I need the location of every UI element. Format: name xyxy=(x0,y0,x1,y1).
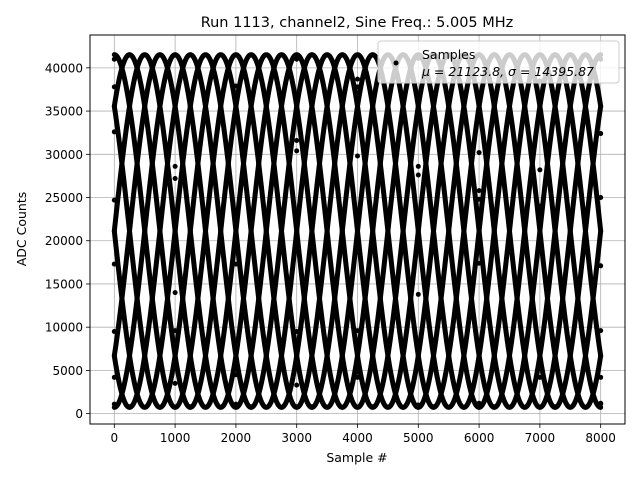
data-point xyxy=(233,83,239,89)
data-point xyxy=(111,129,117,135)
data-point xyxy=(309,404,315,410)
data-point xyxy=(430,404,436,410)
y-tick-label: 35000 xyxy=(45,105,83,119)
legend: Samples μ = 21123.8, σ = 14395.87 xyxy=(377,40,620,84)
data-point xyxy=(172,163,178,169)
data-point xyxy=(355,374,360,380)
data-point xyxy=(476,90,482,96)
data-point xyxy=(172,380,178,386)
data-point xyxy=(294,404,300,410)
y-axis-label: ADC Counts xyxy=(14,192,29,267)
y-tick-label: 5000 xyxy=(52,364,83,378)
data-point xyxy=(111,84,117,90)
data-point xyxy=(248,404,254,410)
data-point xyxy=(233,401,239,407)
data-point xyxy=(294,329,300,335)
data-point xyxy=(598,131,604,137)
data-point xyxy=(233,238,239,244)
data-point xyxy=(294,382,300,388)
data-point xyxy=(415,163,421,169)
data-point xyxy=(233,261,239,267)
data-point xyxy=(370,404,376,410)
x-tick-label: 4000 xyxy=(342,431,373,445)
data-point xyxy=(294,56,300,62)
data-point xyxy=(248,52,254,58)
data-point xyxy=(309,52,315,58)
data-point xyxy=(111,56,117,62)
data-point xyxy=(355,84,360,90)
sample-trace xyxy=(111,52,604,410)
data-point xyxy=(127,52,133,58)
chart-title: Run 1113, channel2, Sine Freq.: 5.005 MH… xyxy=(201,15,514,31)
data-point xyxy=(537,340,543,346)
data-point xyxy=(187,404,193,410)
data-point xyxy=(537,167,543,173)
legend-entry-stats: μ = 21123.8, σ = 14395.87 xyxy=(421,64,594,79)
data-point xyxy=(598,195,604,201)
data-point xyxy=(233,372,239,378)
axis-ticks: 0 1000 2000 3000 4000 5000 6000 7000 8000 0 5000 10… xyxy=(45,61,616,445)
data-point xyxy=(476,196,482,202)
data-point xyxy=(172,175,178,181)
data-point xyxy=(415,402,421,408)
x-axis-label: Sample # xyxy=(326,450,387,465)
data-point xyxy=(355,76,360,82)
y-tick-label: 25000 xyxy=(45,191,83,205)
data-point xyxy=(355,328,360,334)
data-point xyxy=(172,328,178,334)
x-tick-label: 5000 xyxy=(403,431,434,445)
data-point xyxy=(537,374,543,380)
data-point xyxy=(233,118,239,124)
x-tick-label: 3000 xyxy=(281,431,312,445)
plot-frame xyxy=(89,34,626,425)
data-point xyxy=(111,401,117,407)
data-point xyxy=(598,401,604,407)
x-tick-label: 1000 xyxy=(160,431,191,445)
x-tick-label: 8000 xyxy=(585,431,616,445)
data-point xyxy=(172,103,178,109)
legend-entry-samples: Samples xyxy=(422,47,475,62)
y-tick-label: 15000 xyxy=(45,277,83,291)
data-point xyxy=(111,197,117,203)
x-tick-label: 6000 xyxy=(464,431,495,445)
sample-trace xyxy=(111,52,604,410)
y-tick-label: 30000 xyxy=(45,148,83,162)
data-point xyxy=(415,291,421,297)
data-point xyxy=(537,117,543,123)
data-point xyxy=(552,404,558,410)
data-point xyxy=(111,329,117,335)
data-point xyxy=(111,261,117,267)
data-point xyxy=(598,328,604,334)
legend-marker xyxy=(393,60,399,66)
data-point xyxy=(476,260,482,266)
data-point xyxy=(172,290,178,296)
data-point xyxy=(355,153,360,159)
data-point xyxy=(476,188,482,194)
x-tick-label: 0 xyxy=(110,431,118,445)
data-point xyxy=(476,150,482,156)
data-point xyxy=(598,263,604,269)
y-tick-label: 40000 xyxy=(45,61,83,75)
legend-box xyxy=(377,40,620,84)
y-tick-label: 20000 xyxy=(45,234,83,248)
sample-trace xyxy=(111,52,604,410)
data-point xyxy=(537,203,543,209)
data-point xyxy=(187,52,193,58)
data-point xyxy=(294,137,300,143)
y-tick-label: 10000 xyxy=(45,321,83,335)
data-point xyxy=(355,369,360,375)
x-tick-label: 2000 xyxy=(221,431,252,445)
data-point xyxy=(415,244,421,250)
data-point xyxy=(111,374,117,380)
data-point xyxy=(294,148,300,154)
data-point xyxy=(415,172,421,178)
y-tick-label: 0 xyxy=(75,407,83,421)
data-point xyxy=(476,400,482,406)
data-point xyxy=(127,404,133,410)
data-point xyxy=(598,374,604,380)
data-point xyxy=(491,404,497,410)
x-tick-label: 7000 xyxy=(525,431,556,445)
data-point xyxy=(370,52,376,58)
